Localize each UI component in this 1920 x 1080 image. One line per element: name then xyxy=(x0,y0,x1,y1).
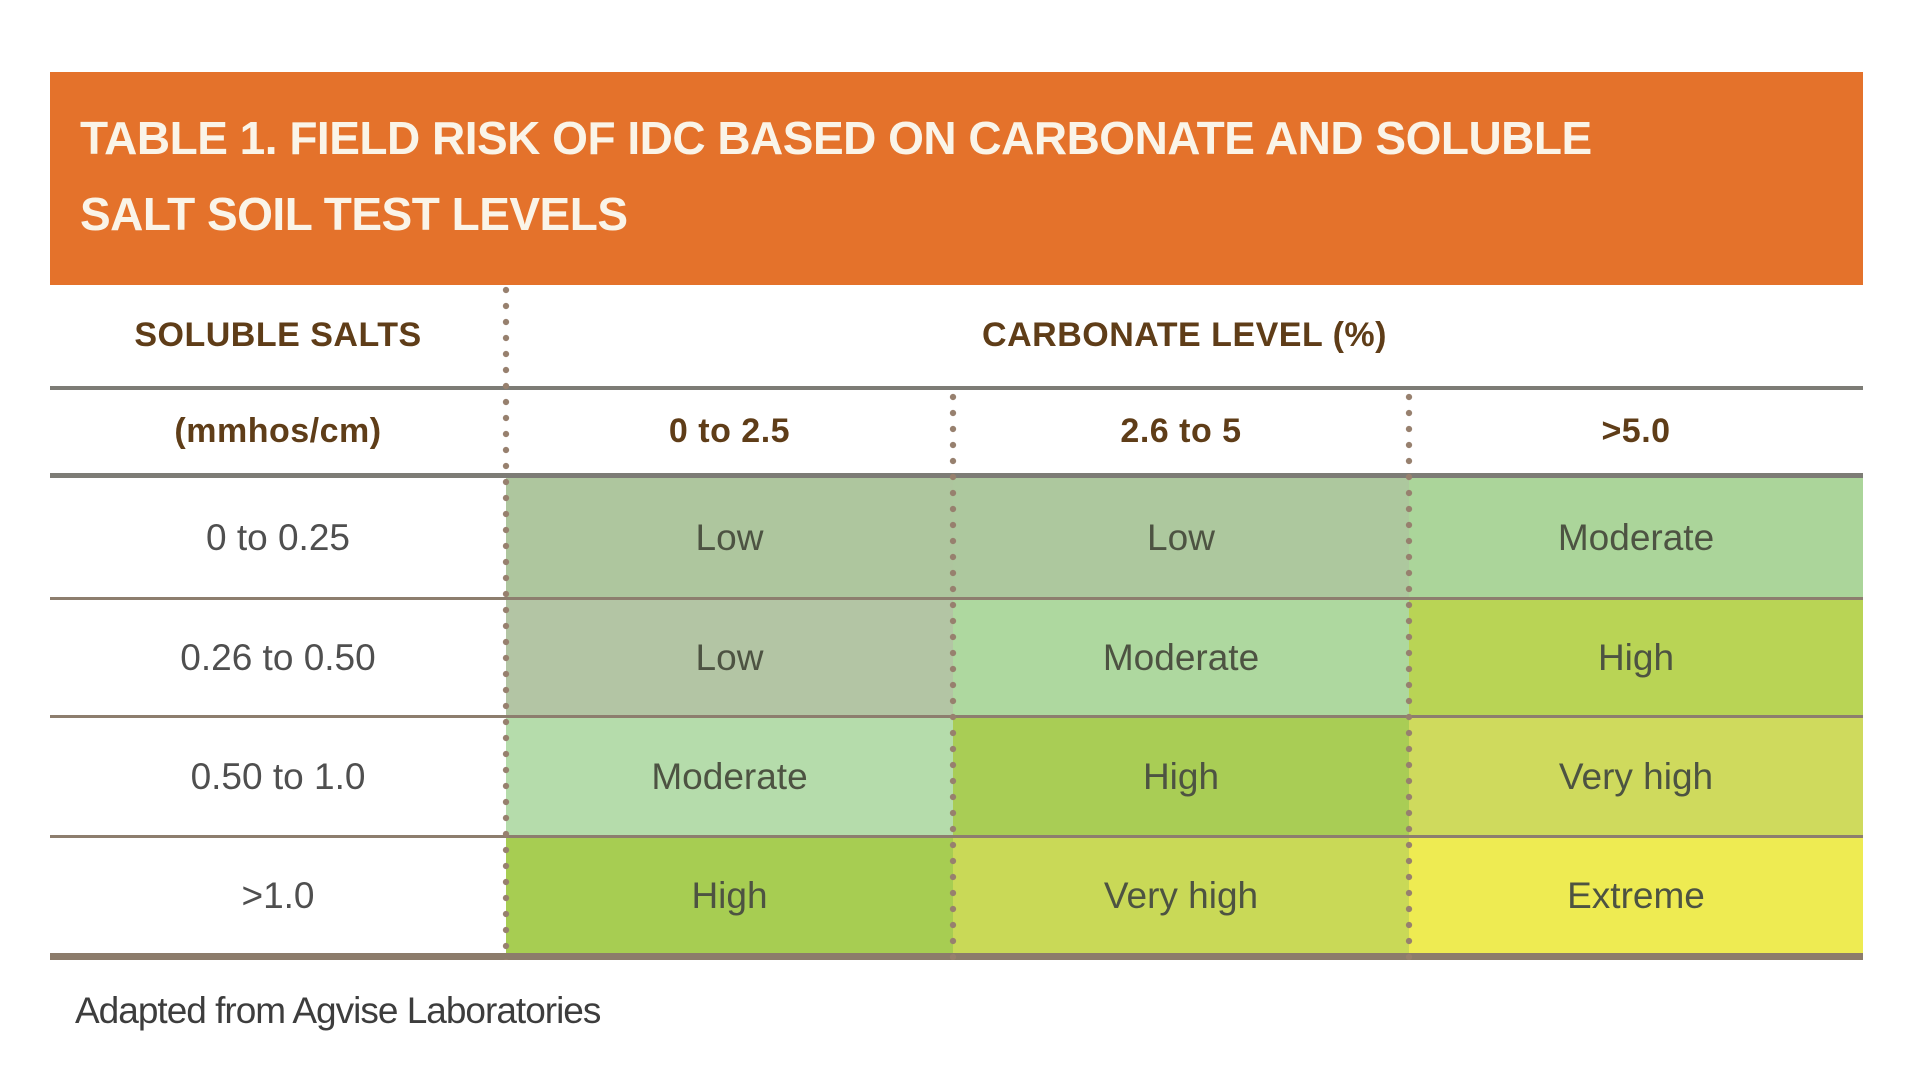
dotted-divider-1 xyxy=(502,285,510,960)
risk-cell: High xyxy=(953,718,1409,835)
risk-cell: Moderate xyxy=(506,718,953,835)
subheader-col-1: 0 to 2.5 xyxy=(668,412,791,450)
risk-cell: Moderate xyxy=(953,600,1409,715)
row-label: 0.26 to 0.50 xyxy=(180,636,376,678)
risk-cell: Low xyxy=(506,478,953,597)
risk-cell: Low xyxy=(506,600,953,715)
column-group-header: CARBONATE LEVEL (%) xyxy=(982,316,1387,354)
dotted-divider-3 xyxy=(1405,392,1413,960)
risk-cell: High xyxy=(1409,600,1863,715)
row-label: 0.50 to 1.0 xyxy=(190,755,366,797)
table-title-bar: TABLE 1. FIELD RISK OF IDC BASED ON CARB… xyxy=(50,72,1863,285)
dotted-divider-2 xyxy=(949,392,957,960)
table-row: 0 to 0.25 Low Low Moderate xyxy=(50,478,1863,600)
table-title-line-1: TABLE 1. FIELD RISK OF IDC BASED ON CARB… xyxy=(80,112,1592,164)
subheader-col-2: 2.6 to 5 xyxy=(1120,412,1242,450)
row-label: >1.0 xyxy=(241,874,315,916)
table-row: 0.26 to 0.50 Low Moderate High xyxy=(50,600,1863,718)
risk-cell: Extreme xyxy=(1409,838,1863,953)
subheader-units: (mmhos/cm) xyxy=(174,412,382,450)
subheader-col-3: >5.0 xyxy=(1601,412,1671,450)
row-group-header: SOLUBLE SALTS xyxy=(134,316,422,354)
risk-table: SOLUBLE SALTS CARBONATE LEVEL (%) (mmhos… xyxy=(50,285,1863,960)
source-note: Adapted from Agvise Laboratories xyxy=(75,990,601,1031)
risk-cell: Very high xyxy=(1409,718,1863,835)
table-row: 0.50 to 1.0 Moderate High Very high xyxy=(50,718,1863,838)
risk-cell: Very high xyxy=(953,838,1409,953)
risk-cell: Low xyxy=(953,478,1409,597)
row-label: 0 to 0.25 xyxy=(205,516,350,558)
risk-cell: High xyxy=(506,838,953,953)
table-title-line-2: SALT SOIL TEST LEVELS xyxy=(80,188,628,240)
header-row: SOLUBLE SALTS CARBONATE LEVEL (%) xyxy=(50,285,1863,390)
risk-cell: Moderate xyxy=(1409,478,1863,597)
